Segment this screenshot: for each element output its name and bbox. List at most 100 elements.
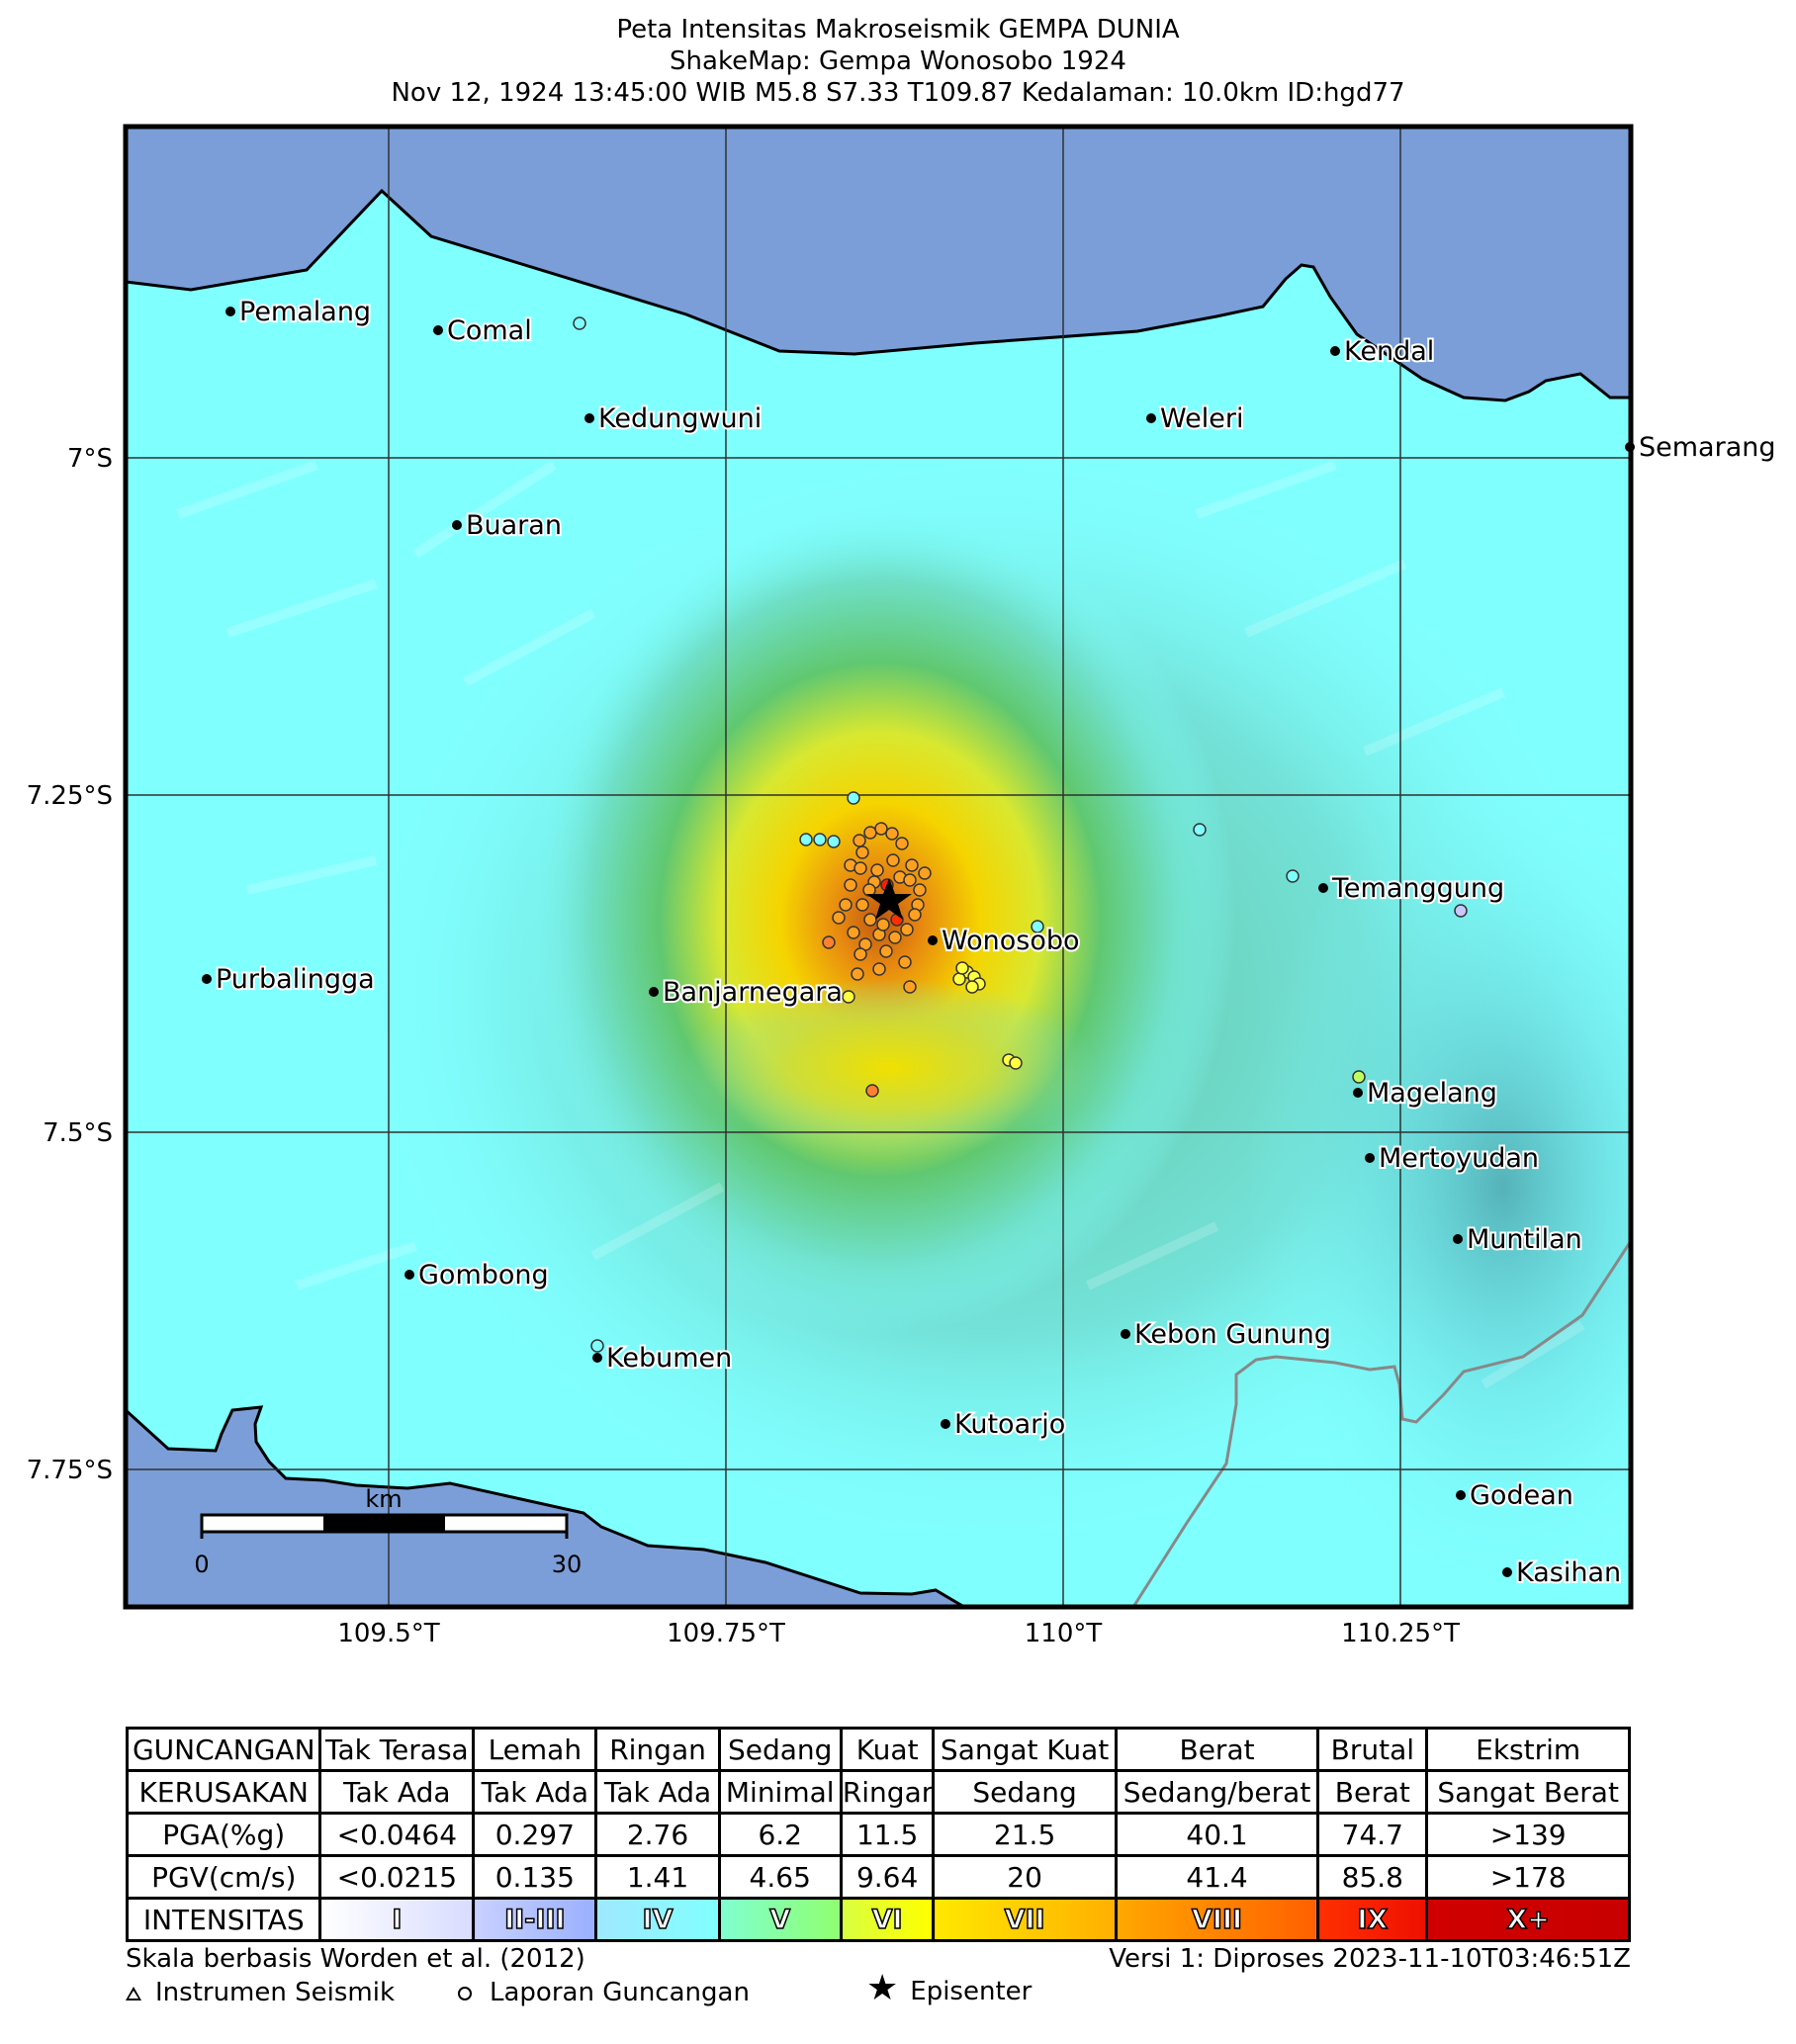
table-cell: Brutal [1316, 1727, 1429, 1772]
version-note: Versi 1: Diproses 2023-11-10T03:46:51Z [1109, 1944, 1631, 1974]
shaking-report [853, 861, 867, 875]
shaking-reports [573, 316, 1468, 1353]
table-row-pgv: PGV(cm/s) <0.0215 0.135 1.41 4.65 9.64 20 41.4 8… [125, 1854, 1631, 1900]
shaking-report [886, 853, 900, 867]
city-dot [433, 325, 443, 335]
table-cell: Tak Ada [318, 1769, 476, 1815]
table-cell: Ekstrim [1425, 1727, 1631, 1772]
city-label: Temanggung [1331, 873, 1504, 904]
city-label: Banjarnegara [663, 977, 843, 1008]
city-dot [1330, 346, 1340, 356]
shaking-report [832, 911, 846, 925]
table-cell: 20 [932, 1854, 1118, 1900]
table-cell: 21.5 [932, 1812, 1118, 1857]
shaking-report [822, 935, 836, 949]
intensity-scale-table: GUNCANGAN Tak Terasa Lemah Ringan Sedang Kuat… [125, 1727, 1631, 1942]
scale-bar: km 0 30 [194, 1485, 582, 1578]
circle-icon [458, 1987, 472, 2000]
intensity-cell: V [717, 1897, 843, 1942]
map-title: Peta Intensitas Makroseismik GEMPA DUNIA [616, 15, 1180, 44]
table-cell: 85.8 [1316, 1854, 1429, 1900]
shaking-report [870, 863, 884, 877]
table-cell: 1.41 [594, 1854, 721, 1900]
legend-report-label: Laporan Guncangan [490, 1978, 750, 2007]
shaking-report [903, 873, 917, 887]
shaking-report [1031, 920, 1044, 933]
coastline [126, 188, 1631, 402]
table-cell: Kuat [839, 1727, 936, 1772]
shaking-report [847, 791, 860, 805]
shaking-report [855, 898, 869, 912]
shaking-report [865, 1084, 879, 1098]
scale-note: Skala berbasis Worden et al. (2012) [126, 1944, 585, 1974]
city-label: Weleri [1160, 403, 1243, 434]
legend-epicenter-label: Episenter [910, 1977, 1033, 2006]
intensity-cell: VIII [1114, 1897, 1320, 1942]
city-label: Purbalingga [216, 964, 375, 995]
table-cell: Lemah [472, 1727, 598, 1772]
lon-label: 109.5°T [337, 1619, 439, 1648]
city-dot [404, 1270, 414, 1280]
table-cell: Minimal [717, 1769, 843, 1815]
terrain-texture [176, 460, 1585, 1389]
shaking-report [898, 955, 912, 969]
south-coastline [126, 1405, 965, 1607]
row-label: INTENSITAS [125, 1897, 322, 1942]
city-dot [202, 974, 212, 984]
city-dot [1318, 883, 1328, 893]
city-label: Kebumen [606, 1343, 732, 1374]
shaking-report [952, 972, 966, 986]
table-cell: Ringan [839, 1769, 936, 1815]
scale-end: 30 [552, 1551, 583, 1578]
row-label: GUNCANGAN [125, 1727, 322, 1772]
shaking-report [827, 835, 841, 848]
shaking-report [1454, 904, 1468, 918]
shaking-report [872, 962, 886, 976]
map-frame [123, 124, 1634, 1610]
table-row-guncangan: GUNCANGAN Tak Terasa Lemah Ringan Sedang Kuat… [125, 1727, 1631, 1772]
city-dot [941, 1419, 950, 1429]
intensity-cell: IX [1316, 1897, 1429, 1942]
event-details: Nov 12, 1924 13:45:00 WIB M5.8 S7.33 T10… [391, 78, 1405, 108]
table-row-pga: PGA(%g) <0.0464 0.297 2.76 6.2 11.5 21.5 40.1 74… [125, 1812, 1631, 1857]
table-row-intensitas: INTENSITAS I II-III IV V VI VII VIII IX X+ [125, 1897, 1631, 1942]
city-label: Kendal [1344, 336, 1434, 367]
city-label: Wonosobo [942, 926, 1080, 956]
map-subtitle: ShakeMap: Gempa Wonosobo 1924 [670, 46, 1126, 76]
shaking-report [863, 913, 877, 927]
shaking-report [908, 908, 922, 922]
legend-instrument: Instrumen Seismik [126, 1978, 395, 2007]
city-label: Comal [447, 315, 532, 346]
shaking-report [839, 898, 853, 912]
city-dot [1353, 1088, 1363, 1098]
table-cell: Tak Ada [594, 1769, 721, 1815]
city-dot [1456, 1490, 1466, 1500]
city-dot [225, 307, 235, 316]
table-cell: <0.0215 [318, 1854, 476, 1900]
city-label: Magelang [1367, 1078, 1497, 1109]
city-label: Kedungwuni [598, 403, 762, 434]
city-dot [649, 987, 659, 997]
southern-strong-shaking-zone [682, 979, 1098, 1157]
legend-instrument-label: Instrumen Seismik [155, 1978, 395, 2007]
table-cell: >178 [1425, 1854, 1631, 1900]
epicenter-star [866, 878, 912, 920]
city-label: Kasihan [1516, 1557, 1621, 1588]
city-label: Pemalang [239, 297, 371, 327]
city-dot [928, 935, 938, 945]
shaking-report [900, 923, 914, 936]
shaking-report [1009, 1056, 1023, 1070]
table-cell: 6.2 [717, 1812, 843, 1857]
city-label: Godean [1470, 1480, 1573, 1511]
legend-report: Laporan Guncangan [458, 1978, 750, 2007]
table-cell: Sedang/berat [1114, 1769, 1320, 1815]
scale-start: 0 [194, 1551, 209, 1578]
shaking-report [853, 834, 866, 847]
city-dot [592, 1353, 602, 1363]
shaking-report [851, 967, 864, 981]
shaking-report [874, 822, 888, 836]
table-cell: 9.64 [839, 1854, 936, 1900]
shaking-report [1352, 1070, 1366, 1084]
triangle-icon [126, 1987, 141, 2000]
map-grid [126, 127, 1631, 1607]
